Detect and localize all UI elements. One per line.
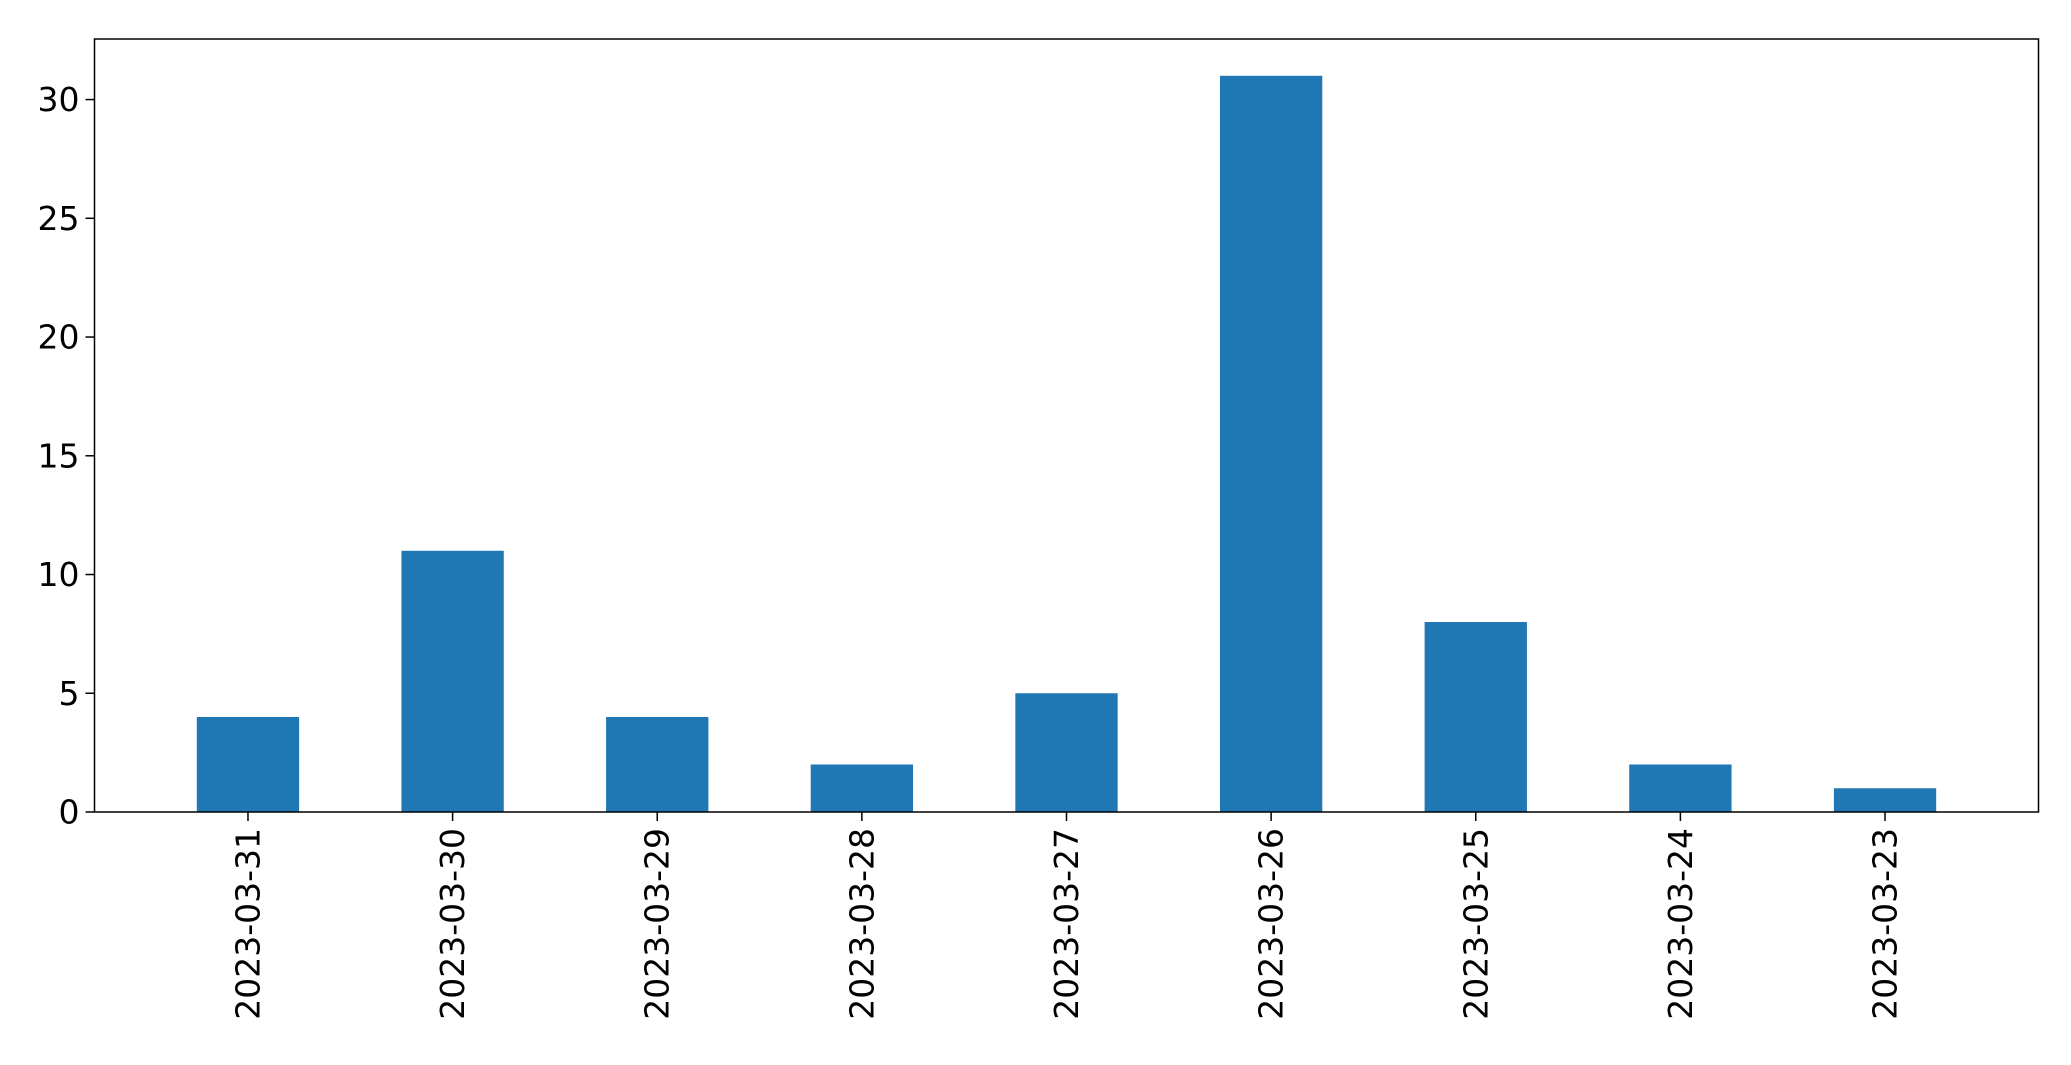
bar-2023-03-24: [1629, 764, 1732, 812]
x-tick-label: 2023-03-25: [1456, 828, 1495, 1020]
bar-2023-03-28: [810, 764, 914, 812]
bar-2023-03-25: [1424, 622, 1527, 812]
x-tick-label: 2023-03-30: [433, 828, 472, 1020]
bar-2023-03-27: [1015, 693, 1118, 812]
bar-2023-03-23: [1833, 788, 1937, 812]
x-tick-label: 2023-03-29: [638, 828, 677, 1020]
bar-2023-03-30: [401, 550, 504, 812]
y-tick-label: 20: [38, 318, 80, 357]
x-tick-label: 2023-03-28: [842, 828, 881, 1020]
bars-layer: [196, 75, 1937, 813]
y-tick-label: 0: [59, 793, 80, 832]
y-tick-label: 30: [38, 80, 80, 119]
x-tick-label: 2023-03-27: [1047, 828, 1086, 1020]
bar-2023-03-26: [1219, 75, 1323, 813]
y-tick-label: 15: [38, 436, 80, 475]
plot-frame: [93, 38, 2040, 813]
bar-2023-03-29: [606, 717, 709, 812]
x-tick-label: 2023-03-24: [1661, 828, 1700, 1020]
x-tick-label: 2023-03-23: [1866, 828, 1905, 1020]
x-tick-label: 2023-03-31: [228, 828, 267, 1020]
y-axis: 0 5 10 15 20 25 30: [38, 80, 95, 832]
x-tick-label: 2023-03-26: [1252, 828, 1291, 1020]
bar-2023-03-31: [196, 717, 300, 812]
y-tick-label: 5: [59, 674, 80, 713]
y-tick-label: 25: [38, 199, 80, 238]
x-axis: 2023-03-31 2023-03-30 2023-03-29 2023-03-28…: [228, 812, 1905, 1020]
y-tick-label: 10: [38, 555, 80, 594]
